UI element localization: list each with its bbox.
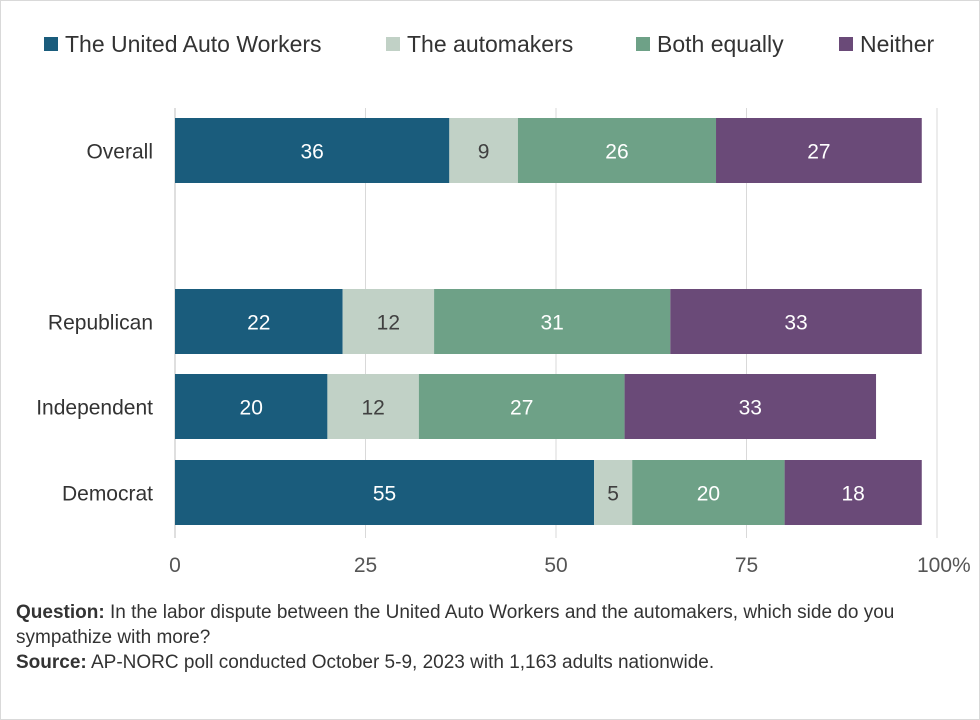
data-label: 27 bbox=[807, 141, 830, 164]
x-tick-label: 25 bbox=[354, 554, 377, 577]
legend-item-neither: Neither bbox=[839, 28, 934, 60]
data-label: 12 bbox=[361, 397, 384, 420]
bar-group-overall: 36 9 26 27 bbox=[175, 118, 922, 183]
data-label: 36 bbox=[300, 141, 323, 164]
question-text: In the labor dispute between the United … bbox=[16, 602, 895, 648]
legend-swatch bbox=[636, 37, 650, 51]
bar-overall-both-equally bbox=[517, 118, 717, 183]
x-tick-label: 0 bbox=[169, 554, 181, 577]
data-label: 33 bbox=[784, 312, 807, 335]
source-label: Source: bbox=[16, 652, 87, 673]
bar-independent-the-automakers bbox=[327, 374, 419, 439]
source-note: Source: AP-NORC poll conducted October 5… bbox=[16, 650, 966, 675]
question-note: Question: In the labor dispute between t… bbox=[16, 600, 966, 650]
data-label: 12 bbox=[377, 312, 400, 335]
data-label: 26 bbox=[605, 141, 628, 164]
legend-item-the-automakers: The automakers bbox=[386, 28, 573, 60]
bar-independent-neither bbox=[624, 374, 877, 439]
data-label: 33 bbox=[739, 397, 762, 420]
legend-item-both-equally: Both equally bbox=[636, 28, 784, 60]
chart-notes: Question: In the labor dispute between t… bbox=[16, 600, 966, 675]
legend-label: Both equally bbox=[657, 30, 784, 57]
bar-democrat-neither bbox=[784, 460, 922, 525]
data-label: 5 bbox=[607, 483, 619, 506]
data-label: 20 bbox=[240, 397, 263, 420]
bar-group-republican: 22 12 31 33 bbox=[175, 289, 922, 354]
bar-republican-neither bbox=[670, 289, 922, 354]
bar-democrat-the-automakers bbox=[594, 460, 633, 525]
stacked-bar-chart: 36 9 26 27 Overall 22 12 31 33 Republican 20 12 27 33… bbox=[36, 108, 971, 577]
bar-overall-neither bbox=[716, 118, 922, 183]
legend-label: The automakers bbox=[407, 30, 574, 57]
x-tick-label: 75 bbox=[735, 554, 758, 577]
bar-group-democrat: 55 5 20 18 bbox=[175, 460, 922, 525]
bar-independent-both-equally bbox=[418, 374, 625, 439]
legend-label: Neither bbox=[860, 30, 935, 57]
question-label: Question: bbox=[16, 602, 105, 623]
legend-label: The United Auto Workers bbox=[65, 30, 322, 57]
bar-democrat-both-equally bbox=[632, 460, 785, 525]
data-label: 55 bbox=[373, 483, 396, 506]
bar-independent-the-united-auto-workers bbox=[175, 374, 328, 439]
bar-overall-the-united-auto-workers bbox=[175, 118, 450, 183]
data-label: 22 bbox=[247, 312, 270, 335]
data-label: 20 bbox=[697, 483, 720, 506]
legend-swatch bbox=[44, 37, 58, 51]
x-tick-label: 100% bbox=[917, 554, 971, 577]
data-label: 27 bbox=[510, 397, 533, 420]
bar-republican-both-equally bbox=[434, 289, 671, 354]
data-label: 31 bbox=[541, 312, 564, 335]
bar-democrat-the-united-auto-workers bbox=[175, 460, 595, 525]
x-tick-label: 50 bbox=[544, 554, 567, 577]
data-label: 9 bbox=[478, 141, 490, 164]
bar-group-independent: 20 12 27 33 bbox=[175, 374, 877, 439]
source-text: AP-NORC poll conducted October 5-9, 2023… bbox=[90, 652, 715, 673]
category-label: Independent bbox=[36, 397, 153, 420]
legend: The United Auto Workers The automakers Bot… bbox=[44, 28, 964, 60]
category-label: Republican bbox=[48, 312, 153, 335]
legend-item-the-united-auto-workers: The United Auto Workers bbox=[44, 28, 322, 60]
bar-republican-the-united-auto-workers bbox=[175, 289, 343, 354]
category-label: Overall bbox=[86, 141, 153, 164]
data-label: 18 bbox=[842, 483, 865, 506]
legend-swatch bbox=[839, 37, 853, 51]
bar-overall-the-automakers bbox=[449, 118, 518, 183]
category-label: Democrat bbox=[62, 483, 153, 506]
legend-swatch bbox=[386, 37, 400, 51]
bar-republican-the-automakers bbox=[342, 289, 435, 354]
